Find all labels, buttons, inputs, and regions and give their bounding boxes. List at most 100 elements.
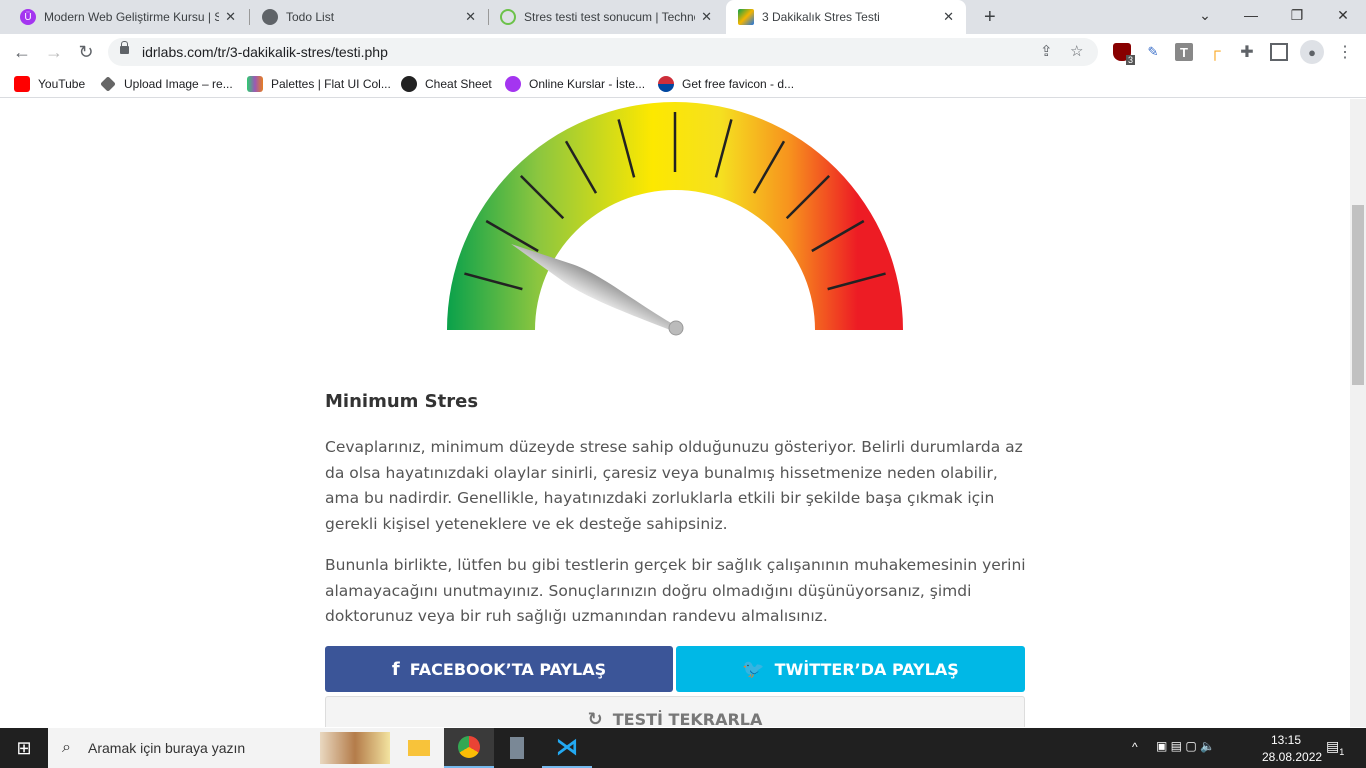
bookmark-upload-image[interactable]: Upload Image – re... (100, 76, 233, 92)
tray-app-icons[interactable]: ▣ ▤ ▢ 🔈 (1156, 739, 1215, 753)
bookmark-label: Get free favicon - d... (682, 77, 795, 91)
ublock-badge: 3 (1125, 55, 1135, 65)
twitter-share-label: TWİTTER’DA PAYLAŞ (774, 659, 959, 679)
calculator-icon[interactable] (492, 728, 542, 768)
bookmark-palettes[interactable]: Palettes | Flat UI Col... (247, 76, 391, 92)
profile-avatar-icon[interactable]: ● (1300, 40, 1324, 64)
udemy-icon (505, 76, 521, 92)
clock[interactable]: 13:15 28.08.2022 (1262, 733, 1323, 764)
tab-title: Todo List (286, 10, 335, 24)
stress-gauge (447, 102, 903, 336)
new-tab-button[interactable]: + (984, 5, 996, 28)
facebook-share-button[interactable]: f FACEBOOK’TA PAYLAŞ (325, 646, 673, 692)
refresh-icon: ↻ (587, 708, 603, 728)
back-button[interactable]: ← (13, 41, 31, 62)
gauge-tick (485, 219, 539, 253)
tab-todo[interactable]: Todo List ✕ (250, 0, 488, 34)
show-hidden-icons[interactable]: ^ (1132, 740, 1138, 754)
tab-title: Stres testi test sonucum | Techno (524, 10, 696, 24)
bookmark-label: Palettes | Flat UI Col... (271, 77, 391, 91)
youtube-icon (14, 76, 30, 92)
layers-icon (100, 76, 116, 92)
eyedropper-icon[interactable]: ✎ (1147, 44, 1159, 59)
bookmark-label: YouTube (38, 77, 86, 91)
tab-stres-sonucum[interactable]: Stres testi test sonucum | Techno ✕ (488, 0, 724, 34)
bookmarks-bar: YouTube Upload Image – re... Palettes | … (0, 70, 1366, 98)
vscode-icon[interactable]: ⋊ (542, 728, 592, 768)
minimize-button[interactable]: — (1244, 7, 1258, 23)
chrome-icon[interactable] (444, 728, 494, 768)
windows-taskbar: ⊞ ⌕ Aramak için buraya yazın ⋊ ^ ▣ ▤ ▢ 🔈… (0, 728, 1366, 768)
bookmark-star-icon[interactable]: ☆ (1070, 43, 1084, 60)
twitter-icon: 🐦 (742, 658, 765, 680)
gauge-tick (714, 119, 733, 178)
extension-orange-icon[interactable]: ┌ (1209, 43, 1221, 60)
notification-count: 1 (1339, 746, 1345, 757)
close-window-button[interactable]: ✕ (1337, 6, 1349, 23)
tab-strip: Ü Modern Web Geliştirme Kursu | S ✕ Todo… (0, 0, 1366, 34)
result-title: Minimum Stres (325, 391, 479, 412)
text-extension-icon[interactable]: T (1175, 43, 1193, 61)
twitter-share-button[interactable]: 🐦 TWİTTER’DA PAYLAŞ (676, 646, 1025, 692)
lock-icon (120, 41, 129, 54)
taskbar-search[interactable]: ⌕ Aramak için buraya yazın (48, 728, 450, 768)
share-icon[interactable]: ⇪ (1040, 43, 1053, 60)
cheat-sheet-icon (401, 76, 417, 92)
reload-button[interactable]: ↻ (78, 41, 94, 62)
gauge-tick (617, 119, 636, 178)
bookmark-youtube[interactable]: YouTube (14, 76, 85, 92)
menu-icon[interactable]: ⋮ (1337, 44, 1353, 61)
gauge-tick (464, 272, 523, 291)
tab-udemy[interactable]: Ü Modern Web Geliştirme Kursu | S ✕ (8, 0, 248, 34)
needle-pivot (668, 320, 684, 336)
udemy-icon: Ü (20, 9, 36, 25)
bookmark-label: Upload Image – re... (124, 77, 233, 91)
search-placeholder: Aramak için buraya yazın (88, 740, 246, 756)
result-description: Cevaplarınız, minimum düzeyde strese sah… (325, 438, 1023, 533)
gauge-tick (785, 174, 831, 220)
gauge-tick (519, 174, 565, 220)
close-icon[interactable]: ✕ (701, 9, 712, 24)
file-explorer-icon[interactable] (394, 728, 444, 768)
page-scrollbar[interactable] (1350, 99, 1366, 727)
bookmark-label: Cheat Sheet (425, 77, 492, 91)
bookmark-cheat-sheet[interactable]: Cheat Sheet (401, 76, 492, 92)
bookmark-favicon[interactable]: Get free favicon - d... (658, 76, 794, 92)
address-bar[interactable]: idrlabs.com/tr/3-dakikalik-stres/testi.p… (108, 38, 1098, 66)
facebook-icon: f (391, 658, 400, 680)
tab-search-icon[interactable]: ⌄ (1199, 6, 1211, 23)
tab-stres-testi[interactable]: 3 Dakikalık Stres Testi ✕ (726, 0, 966, 34)
tab-title: Modern Web Geliştirme Kursu | S (44, 10, 220, 24)
forward-button[interactable]: → (45, 41, 63, 62)
gauge-needle (511, 244, 677, 332)
search-highlight-bird-icon (320, 732, 390, 764)
search-icon: ⌕ (62, 739, 71, 756)
gauge-tick (564, 140, 598, 194)
restore-button[interactable]: ❐ (1290, 6, 1304, 23)
globe-icon (262, 9, 278, 25)
notifications-icon[interactable]: ▤1 (1326, 738, 1345, 757)
gauge-tick (811, 219, 865, 253)
tab-title: 3 Dakikalık Stres Testi (762, 10, 880, 24)
browser-toolbar: ← → ↻ idrlabs.com/tr/3-dakikalik-stres/t… (0, 34, 1366, 70)
favicon-site-icon (658, 76, 674, 92)
bookmark-label: Online Kurslar - İste... (529, 77, 646, 91)
facebook-share-label: FACEBOOK’TA PAYLAŞ (409, 659, 607, 679)
scrollbar-thumb[interactable] (1352, 205, 1364, 385)
disclaimer-text: Bununla birlikte, lütfen bu gibi testler… (325, 556, 1026, 625)
close-icon[interactable]: ✕ (943, 9, 954, 24)
gauge-ticks (464, 112, 886, 291)
close-icon[interactable]: ✕ (465, 9, 476, 24)
ublock-icon[interactable]: 3 (1113, 43, 1135, 65)
page-content: Minimum Stres Cevaplarınız, minimum düze… (0, 99, 1350, 727)
gauge-tick (752, 140, 786, 194)
clock-date: 28.08.2022 (1262, 750, 1323, 764)
close-icon[interactable]: ✕ (225, 9, 236, 24)
retry-label: TESTİ TEKRARLA (612, 709, 763, 728)
puzzle-icon[interactable]: ✚ (1240, 44, 1254, 61)
gauge-tick (827, 272, 886, 291)
side-panel-icon[interactable] (1270, 43, 1288, 61)
retry-test-button[interactable]: ↻ TESTİ TEKRARLA (325, 696, 1025, 727)
windows-start-icon[interactable]: ⊞ (16, 737, 32, 758)
bookmark-online-kurslar[interactable]: Online Kurslar - İste... (505, 76, 645, 92)
